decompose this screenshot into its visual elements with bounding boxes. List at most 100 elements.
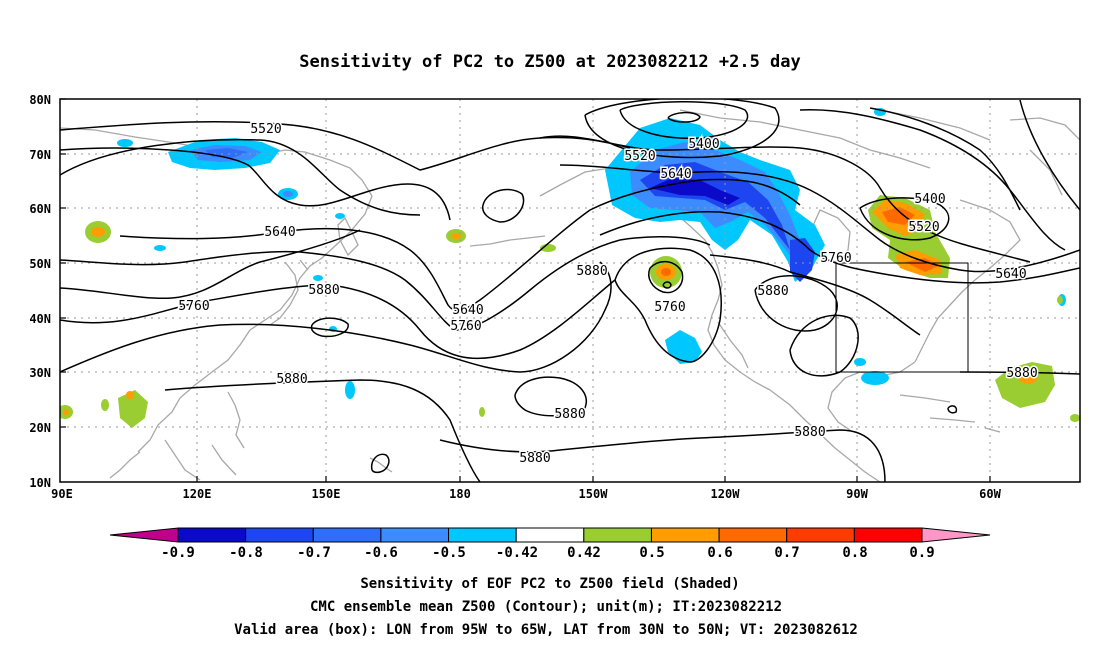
contour-5520-west [60, 120, 631, 171]
contour-low-north-outer [584, 99, 780, 159]
colorbar-labels: -0.9 -0.8 -0.7 -0.6 -0.5 -0.42 0.42 0.5 … [161, 545, 935, 561]
valid-area-box [835, 262, 969, 373]
contour-label: 5760 [450, 319, 481, 334]
lon-tick-label: 150E [312, 487, 341, 501]
contour-label: 5640 [452, 303, 483, 318]
contour-small-loop-4 [947, 405, 958, 414]
colorbar-swatch [515, 527, 585, 543]
colorbar-label: -0.9 [161, 545, 195, 561]
lon-tick-label: 90E [51, 487, 73, 501]
contour-small-hawaii [370, 453, 390, 474]
colorbar-swatch [786, 527, 855, 543]
contour-label: 5880 [554, 407, 585, 422]
contour-label: 5880 [308, 283, 339, 298]
shade-positive-pac-coast-core [661, 268, 671, 276]
contour-5880-atlantic [959, 371, 1080, 375]
shade-negative-spot-2 [117, 139, 133, 147]
contour-5880-tropical [164, 379, 481, 482]
colorbar-swatch [583, 527, 652, 543]
colorbar-swatch [448, 527, 517, 543]
lon-tick-label: 60W [979, 487, 1001, 501]
coast-greenland [1009, 117, 1080, 196]
shade-negative-gulf [861, 371, 889, 385]
contour-label: 5880 [576, 264, 607, 279]
coast-central-america [769, 389, 881, 482]
contour-low-north-inner [619, 101, 749, 139]
contour-label: 5880 [519, 451, 550, 466]
contour-small-loop-2 [481, 188, 525, 223]
shade-negative-spot-1-core [283, 191, 293, 197]
caption-line-1: Sensitivity of EOF PC2 to Z500 field (Sh… [360, 576, 739, 592]
lat-tick-label: 30N [29, 366, 51, 380]
axis-ticks [60, 98, 991, 482]
contour-5880-arc [60, 261, 612, 373]
contour-label: 5640 [264, 225, 295, 240]
contour-label: 5880 [794, 425, 825, 440]
colorbar-label: -0.5 [432, 545, 466, 561]
colorbar-label: 0.42 [567, 545, 601, 561]
shade-positive-east-edge [1070, 414, 1080, 422]
coast-gulf [827, 361, 916, 431]
lon-tick-label: 180 [449, 487, 471, 501]
colorbar-swatch [312, 527, 382, 543]
contour-label: 5880 [757, 284, 788, 299]
lon-tick-label: 120E [183, 487, 212, 501]
lat-tick-label: 80N [29, 93, 51, 107]
shade-positive-atlantic-core [1019, 372, 1037, 384]
colorbar-label: -0.7 [297, 545, 331, 561]
colorbar-swatch [718, 527, 788, 543]
colorbar-swatch [380, 527, 450, 543]
coast-na-east [914, 199, 1021, 363]
colorbar-swatches [109, 527, 991, 543]
contour-5760-north [599, 210, 1080, 284]
captions: Sensitivity of EOF PC2 to Z500 field (Sh… [234, 576, 858, 638]
lon-tick-label: 120W [711, 487, 741, 501]
contour-5880-westus [614, 247, 722, 363]
contour-5880-east-high [709, 254, 921, 336]
colorbar-swatch [245, 527, 314, 543]
contour-5880-subtrop [514, 376, 587, 417]
contour-label: 5400 [688, 137, 719, 152]
z500-contours [60, 99, 1080, 482]
shade-positive-east-edge2 [1057, 296, 1063, 304]
figure-title: Sensitivity of PC2 to Z500 at 2023082212… [299, 52, 801, 72]
shade-positive-aleutian [540, 244, 556, 252]
contour-5520-north [539, 135, 1031, 263]
shade-negative-spot-4 [313, 275, 323, 281]
contour-label: 5640 [660, 167, 691, 182]
contour-5760-trough [60, 235, 711, 331]
contour-label: 5880 [1006, 366, 1037, 381]
contour-label: 5760 [654, 300, 685, 315]
lat-tick-label: 70N [29, 148, 51, 162]
contour-label: 5400 [914, 192, 945, 207]
shade-positive-npac-core [451, 233, 461, 239]
map-panel: 5520 5400 5520 5640 5640 5400 5520 5760 … [29, 93, 1081, 501]
shade-negative-mexico [854, 358, 866, 366]
map-frame [59, 98, 1081, 483]
contour-labels: 5520 5400 5520 5640 5640 5400 5520 5760 … [177, 121, 1039, 468]
contour-low-north-core [667, 111, 701, 123]
contour-5640-mid [60, 147, 451, 221]
coast-kamchatka [337, 216, 359, 257]
shade-positive-seasia-2 [118, 390, 148, 428]
lat-tick-label: 10N [29, 476, 51, 490]
contour-label: 5760 [178, 299, 209, 314]
shade-negative-west-us [665, 330, 702, 364]
contour-5640-north [559, 164, 1080, 273]
colorbar-label: 0.5 [639, 545, 664, 561]
colorbar-label: 0.8 [842, 545, 867, 561]
contour-small-loop-1 [310, 317, 349, 338]
contour-small-loop-3 [662, 281, 672, 289]
colorbar-label: -0.8 [229, 545, 263, 561]
colorbar-label: 0.7 [774, 545, 799, 561]
shade-positive-seasia-2b [126, 391, 134, 399]
shade-negative-spot-3 [154, 245, 166, 251]
colorbar-triangle-low [109, 527, 179, 543]
contour-label: 5640 [995, 267, 1026, 282]
gridlines [60, 99, 1080, 482]
caption-line-3: Valid area (box): LON from 95W to 65W, L… [234, 622, 858, 638]
contour-5520-arctic [799, 108, 1066, 251]
shade-positive-seasia-1b [63, 409, 69, 415]
contour-label: 5520 [624, 149, 655, 164]
